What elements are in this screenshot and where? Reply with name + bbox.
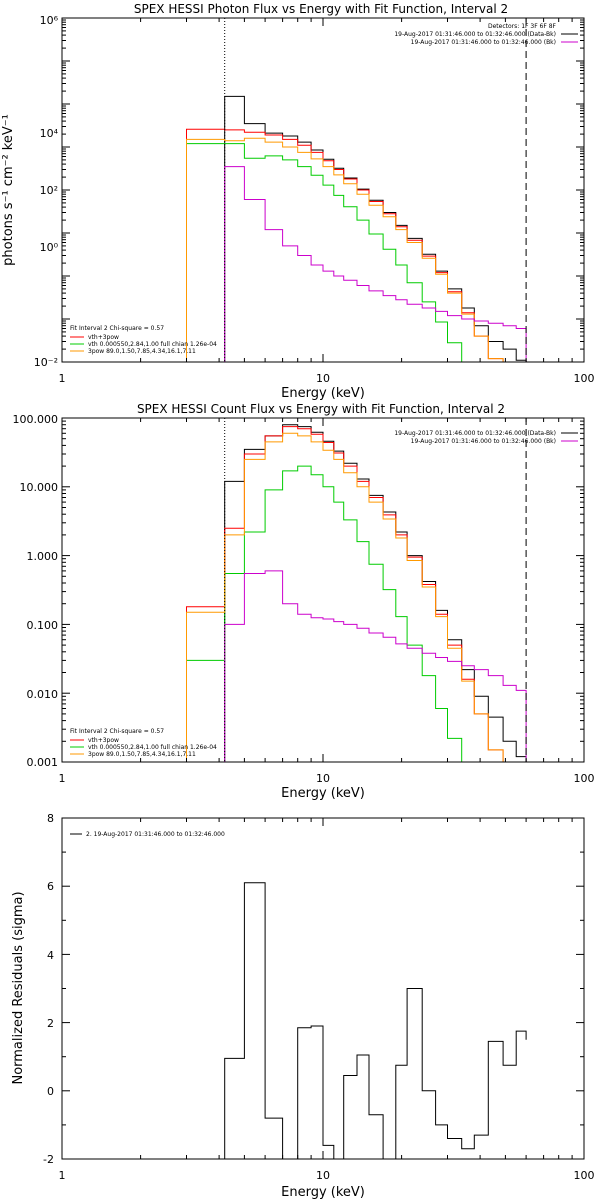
series-vth-3pow-line bbox=[186, 128, 527, 363]
series-bk-line bbox=[224, 570, 527, 762]
photon-legend-top: Detectors: 1F 3F 6F 8F 19-Aug-2017 01:31… bbox=[394, 23, 578, 46]
photon-x-tick-label: 100 bbox=[574, 372, 595, 385]
residuals-y-tick-label: 2 bbox=[47, 1017, 54, 1030]
residuals-x-axis-label: Energy (keV) bbox=[281, 1185, 365, 1200]
residuals-y-tick-label: -2 bbox=[43, 1153, 54, 1166]
residuals-panel: 1 10 100 -2 0 2 4 6 8 Energy (keV) Norma… bbox=[11, 812, 595, 1200]
series-3pow-line bbox=[186, 432, 527, 763]
photon-vlines bbox=[224, 18, 527, 362]
photon-chart-title: SPEX HESSI Photon Flux vs Energy with Fi… bbox=[134, 2, 508, 16]
count-flux-panel: SPEX HESSI Count Flux vs Energy with Fit… bbox=[13, 402, 595, 801]
photon-x-tick-labels: 1 10 100 bbox=[59, 372, 595, 385]
photon-plot-frame bbox=[61, 17, 585, 363]
photon-y-tick-label: 10⁻² bbox=[34, 356, 58, 369]
photon-y-tick-label: 10⁴ bbox=[40, 127, 59, 140]
photon-y-tick-labels: 10⁻² 10⁰ 10² 10⁴ 10⁶ bbox=[34, 14, 59, 369]
count-legend-vth: vth 0.000550,2.84,1.00 full chian 1.26e-… bbox=[88, 744, 217, 751]
count-x-tick-label: 10 bbox=[316, 772, 330, 785]
count-y-tick-label: 10.000 bbox=[20, 481, 59, 494]
series-vth-line bbox=[186, 465, 527, 763]
count-y-tick-label: 1.000 bbox=[27, 550, 59, 563]
photon-series-group bbox=[186, 95, 527, 363]
residuals-legend: 2. 19-Aug-2017 01:31:46.000 to 01:32:46.… bbox=[70, 831, 225, 838]
series-bk-line bbox=[224, 166, 527, 362]
count-ticks bbox=[62, 417, 584, 763]
residuals-x-tick-label: 100 bbox=[574, 1169, 595, 1182]
count-y-tick-label: 100.000 bbox=[13, 413, 59, 426]
photon-y-axis-label: photons s⁻¹ cm⁻² keV⁻¹ bbox=[1, 114, 16, 266]
count-legend-data: 19-Aug-2017 01:31:46.000 to 01:32:46.000… bbox=[394, 430, 556, 437]
residuals-y-tick-label: 6 bbox=[47, 880, 54, 893]
count-legend-fit: Fit Interval 2 Chi-square = 0.57 bbox=[70, 728, 164, 735]
count-y-tick-label: 0.010 bbox=[27, 688, 59, 701]
count-legend-bk: 19-Aug-2017 01:31:46.000 to 01:32:46.000… bbox=[411, 438, 556, 445]
count-legend-bottom: Fit Interval 2 Chi-square = 0.57 vth+3po… bbox=[70, 728, 217, 758]
photon-y-tick-label: 10⁶ bbox=[40, 14, 59, 27]
residuals-x-tick-label: 10 bbox=[316, 1169, 330, 1182]
residuals-y-tick-label: 0 bbox=[47, 1085, 54, 1098]
residuals-y-axis-label: Normalized Residuals (sigma) bbox=[11, 891, 26, 1084]
count-y-tick-label: 0.100 bbox=[27, 619, 59, 632]
photon-legend-vth: vth 0.000550,2.84,1.00 full chian 1.26e-… bbox=[88, 341, 217, 348]
residuals-ticks bbox=[62, 817, 584, 1160]
residuals-x-tick-labels: 1 10 100 bbox=[59, 1169, 595, 1182]
count-x-tick-label: 100 bbox=[574, 772, 595, 785]
photon-x-tick-label: 1 bbox=[59, 372, 66, 385]
photon-legend-3pow: 3pow 89.0,1.50,7.85,4.34,16.1,7.11 bbox=[88, 348, 196, 355]
count-x-axis-label: Energy (keV) bbox=[281, 786, 365, 801]
residuals-legend-text: 2. 19-Aug-2017 01:31:46.000 to 01:32:46.… bbox=[86, 831, 225, 838]
count-legend-3pow: 3pow 89.0,1.50,7.85,4.34,16.1,7.11 bbox=[88, 751, 196, 758]
residuals-series-group bbox=[224, 882, 527, 1160]
photon-legend-bk: 19-Aug-2017 01:31:46.000 to 01:32:46.000… bbox=[411, 39, 556, 46]
photon-legend-detectors: Detectors: 1F 3F 6F 8F bbox=[488, 23, 557, 30]
photon-y-tick-label: 10² bbox=[40, 184, 58, 197]
count-series-group bbox=[186, 424, 527, 763]
residuals-x-tick-label: 1 bbox=[59, 1169, 66, 1182]
count-y-tick-labels: 0.001 0.010 0.100 1.000 10.000 100.000 bbox=[13, 413, 59, 769]
count-chart-title: SPEX HESSI Count Flux vs Energy with Fit… bbox=[137, 402, 505, 416]
photon-legend-bottom: Fit Interval 2 Chi-square = 0.57 vth+3po… bbox=[70, 325, 217, 355]
series-data-bk-line bbox=[224, 424, 527, 762]
photon-y-tick-label: 10⁰ bbox=[40, 241, 59, 254]
photon-flux-panel: SPEX HESSI Photon Flux vs Energy with Fi… bbox=[1, 2, 595, 401]
series-3pow-line bbox=[186, 137, 527, 363]
count-legend-vth3pow: vth+3pow bbox=[88, 737, 119, 744]
residuals-y-tick-label: 8 bbox=[47, 812, 54, 825]
photon-ticks bbox=[62, 17, 584, 363]
photon-x-axis-label: Energy (keV) bbox=[281, 386, 365, 401]
count-legend-top: 19-Aug-2017 01:31:46.000 to 01:32:46.000… bbox=[394, 430, 578, 445]
count-x-tick-labels: 1 10 100 bbox=[59, 772, 595, 785]
series-residuals-line bbox=[224, 882, 527, 1160]
count-y-tick-label: 0.001 bbox=[27, 756, 59, 769]
series-vth-3pow-line bbox=[186, 426, 527, 763]
series-vth-line bbox=[186, 143, 527, 363]
count-vlines bbox=[224, 418, 527, 762]
photon-legend-vth3pow: vth+3pow bbox=[88, 334, 119, 341]
photon-legend-data: 19-Aug-2017 01:31:46.000 to 01:32:46.000… bbox=[394, 31, 556, 38]
residuals-y-tick-labels: -2 0 2 4 6 8 bbox=[43, 812, 54, 1166]
photon-legend-fit: Fit Interval 2 Chi-square = 0.57 bbox=[70, 325, 164, 332]
count-x-tick-label: 1 bbox=[59, 772, 66, 785]
residuals-y-tick-label: 4 bbox=[47, 949, 54, 962]
photon-x-tick-label: 10 bbox=[316, 372, 330, 385]
count-plot-frame bbox=[61, 417, 585, 763]
